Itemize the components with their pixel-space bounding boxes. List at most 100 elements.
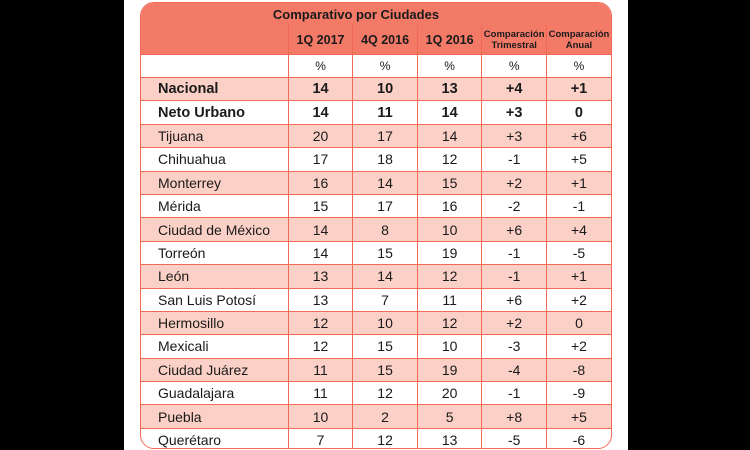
- trimestral-cell: -1: [481, 147, 547, 172]
- unit-cell: %: [481, 54, 547, 78]
- q1-2017-cell: 12: [287, 311, 353, 336]
- q4-2016-cell: 2: [352, 404, 418, 429]
- city-cell: Tijuana: [141, 124, 289, 149]
- anual-cell: -5: [545, 241, 611, 266]
- q1-2016-cell: 10: [416, 217, 482, 242]
- city-cell: Ciudad de México: [141, 217, 289, 242]
- q1-2017-cell: 14: [287, 77, 353, 102]
- comparison-table-frame: Comparativo por Ciudades 1Q 2017 4Q 2016…: [140, 2, 612, 449]
- q1-2017-cell: 15: [287, 194, 353, 219]
- trimestral-cell: -3: [481, 334, 547, 359]
- anual-cell: +5: [545, 404, 611, 429]
- table-row: Ciudad de México 14 8 10 +6 +4: [141, 217, 611, 242]
- q4-2016-cell: 14: [352, 264, 418, 289]
- q1-2017-cell: 16: [287, 171, 353, 195]
- q4-2016-cell: 12: [352, 381, 418, 406]
- city-cell: Ciudad Juárez: [141, 358, 289, 383]
- city-cell: Torreón: [141, 241, 289, 266]
- table-row: Ciudad Juárez 11 15 19 -4 -8: [141, 358, 611, 383]
- trimestral-cell: -1: [481, 241, 547, 266]
- q4-2016-cell: 12: [352, 428, 418, 448]
- q1-2016-cell: 19: [416, 358, 482, 383]
- anual-cell: +1: [545, 171, 611, 195]
- q1-2016-cell: 13: [416, 77, 482, 102]
- q4-2016-cell: 15: [352, 358, 418, 383]
- table-row: Guadalajara 11 12 20 -1 -9: [141, 381, 611, 406]
- trimestral-cell: -2: [481, 194, 547, 219]
- q4-2016-cell: 10: [352, 77, 418, 102]
- anual-cell: +2: [545, 288, 611, 312]
- anual-cell: 0: [545, 311, 611, 336]
- document-page: Comparativo por Ciudades 1Q 2017 4Q 2016…: [124, 0, 628, 450]
- city-cell: Nacional: [141, 77, 289, 102]
- anual-cell: +2: [545, 334, 611, 359]
- unit-cell: %: [416, 54, 482, 78]
- header-cell-1q2016: 1Q 2016: [416, 25, 482, 55]
- table-title: Comparativo por Ciudades: [141, 3, 611, 25]
- table-row: Mérida 15 17 16 -2 -1: [141, 194, 611, 219]
- trimestral-cell: +6: [481, 217, 547, 242]
- trimestral-cell: +3: [481, 124, 547, 149]
- anual-cell: -9: [545, 381, 611, 406]
- header-cell-trimestral: Comparación Trimestral: [481, 25, 547, 55]
- table-row: León 13 14 12 -1 +1: [141, 264, 611, 289]
- q1-2017-cell: 11: [287, 381, 353, 406]
- anual-cell: -1: [545, 194, 611, 219]
- table-row: San Luis Potosí 13 7 11 +6 +2: [141, 288, 611, 312]
- q1-2017-cell: 13: [287, 288, 353, 312]
- q1-2017-cell: 10: [287, 404, 353, 429]
- q4-2016-cell: 8: [352, 217, 418, 242]
- q4-2016-cell: 15: [352, 241, 418, 266]
- q1-2016-cell: 19: [416, 241, 482, 266]
- q1-2017-cell: 7: [287, 428, 353, 448]
- q1-2016-cell: 12: [416, 264, 482, 289]
- q1-2017-cell: 14: [287, 217, 353, 242]
- city-cell: Hermosillo: [141, 311, 289, 336]
- q4-2016-cell: 11: [352, 100, 418, 125]
- q4-2016-cell: 17: [352, 194, 418, 219]
- unit-row: % % % % %: [141, 54, 611, 78]
- city-cell: Puebla: [141, 404, 289, 429]
- table-row: Hermosillo 12 10 12 +2 0: [141, 311, 611, 336]
- table-row: Puebla 10 2 5 +8 +5: [141, 404, 611, 429]
- q1-2016-cell: 14: [416, 100, 482, 125]
- trimestral-cell: +2: [481, 311, 547, 336]
- q4-2016-cell: 18: [352, 147, 418, 172]
- header-cell-4q2016: 4Q 2016: [352, 25, 418, 55]
- anual-cell: +4: [545, 217, 611, 242]
- q4-2016-cell: 15: [352, 334, 418, 359]
- city-cell: Chihuahua: [141, 147, 289, 172]
- city-cell: San Luis Potosí: [141, 288, 289, 312]
- trimestral-cell: +2: [481, 171, 547, 195]
- header-cell-city: [141, 25, 289, 55]
- trimestral-cell: -1: [481, 264, 547, 289]
- q1-2017-cell: 11: [287, 358, 353, 383]
- trimestral-cell: +4: [481, 77, 547, 102]
- city-cell: León: [141, 264, 289, 289]
- table-row: Querétaro 7 12 13 -5 -6: [141, 428, 611, 448]
- city-cell: Monterrey: [141, 171, 289, 195]
- q1-2017-cell: 20: [287, 124, 353, 149]
- trimestral-cell: +8: [481, 404, 547, 429]
- q1-2016-cell: 11: [416, 288, 482, 312]
- anual-cell: -6: [545, 428, 611, 448]
- trimestral-cell: +3: [481, 100, 547, 125]
- anual-cell: -8: [545, 358, 611, 383]
- q1-2017-cell: 14: [287, 100, 353, 125]
- table-row: Nacional 14 10 13 +4 +1: [141, 77, 611, 102]
- anual-cell: +1: [545, 264, 611, 289]
- q1-2016-cell: 10: [416, 334, 482, 359]
- city-cell: Mexicali: [141, 334, 289, 359]
- q1-2016-cell: 12: [416, 311, 482, 336]
- q1-2017-cell: 14: [287, 241, 353, 266]
- comparison-table: 1Q 2017 4Q 2016 1Q 2016 Comparación Trime…: [141, 25, 611, 448]
- q4-2016-cell: 17: [352, 124, 418, 149]
- table-row: Chihuahua 17 18 12 -1 +5: [141, 147, 611, 172]
- q1-2016-cell: 13: [416, 428, 482, 448]
- table-row: Mexicali 12 15 10 -3 +2: [141, 334, 611, 359]
- anual-cell: +6: [545, 124, 611, 149]
- q1-2016-cell: 14: [416, 124, 482, 149]
- table-row: Monterrey 16 14 15 +2 +1: [141, 171, 611, 195]
- anual-cell: +1: [545, 77, 611, 102]
- city-cell: Guadalajara: [141, 381, 289, 406]
